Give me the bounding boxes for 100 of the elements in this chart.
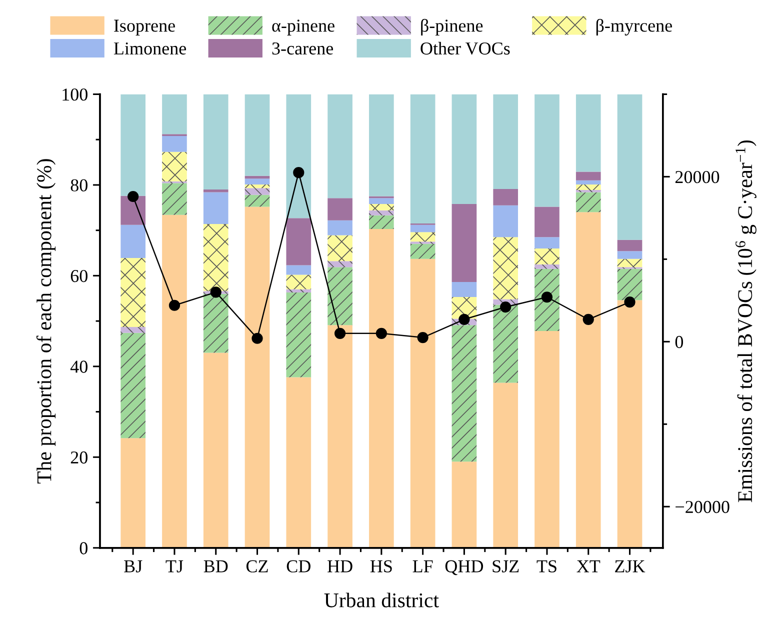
point <box>376 328 387 339</box>
bar <box>286 289 312 292</box>
point <box>541 292 553 303</box>
bar <box>452 204 477 282</box>
bar <box>369 94 394 196</box>
legend-label: 3-carene <box>272 42 333 55</box>
bar <box>617 251 642 259</box>
bar <box>452 297 477 319</box>
legend-label: α-pinene <box>272 20 334 36</box>
point <box>417 332 428 344</box>
point <box>293 167 304 178</box>
bar <box>328 267 352 326</box>
bar <box>452 282 477 298</box>
y-tick-label: 0 <box>80 542 88 554</box>
bar <box>244 94 270 176</box>
bar <box>120 438 146 548</box>
bar <box>162 183 187 215</box>
x-tick-label: HS <box>370 560 392 572</box>
point <box>500 301 512 313</box>
bar <box>369 198 394 204</box>
legend-label: β-pinene <box>421 18 483 36</box>
bar <box>576 94 601 172</box>
bar <box>162 94 187 134</box>
bar <box>493 237 518 300</box>
bar <box>576 212 601 548</box>
point <box>334 328 346 339</box>
y2-axis-title: Emissions of total BVOCs (10$^{6}$ g C·year$^{−1}$) <box>736 140 756 502</box>
bar <box>162 136 187 152</box>
bar <box>410 224 436 232</box>
bar <box>617 268 642 300</box>
point <box>128 190 139 202</box>
bar <box>244 206 270 548</box>
y2-tick-label: 0 <box>675 336 684 348</box>
y2-tick-label: −20000 <box>676 500 730 514</box>
x-tick-label: HD <box>328 560 352 572</box>
y-tick-label: 60 <box>70 270 88 282</box>
x-tick-label: CZ <box>246 560 268 572</box>
y-tick-label: 20 <box>70 451 88 464</box>
bar <box>452 462 477 548</box>
point <box>252 332 263 344</box>
legend-label: Isoprene <box>114 20 175 36</box>
bar <box>328 220 352 236</box>
bar <box>410 94 436 224</box>
y-tick-label: 80 <box>70 179 88 192</box>
y-axis-title: The proportion of each component (%) <box>36 159 56 484</box>
legend-label: β-myrcene <box>596 18 672 36</box>
bar <box>534 237 560 248</box>
y-tick-label: 40 <box>70 360 88 373</box>
bar <box>369 215 394 229</box>
bar <box>534 248 560 264</box>
bar <box>534 206 560 238</box>
bar <box>493 205 518 238</box>
bar <box>120 258 146 327</box>
point <box>624 296 636 308</box>
bar <box>493 94 518 190</box>
x-tick-label: SJZ <box>492 560 519 572</box>
x-tick-label: CD <box>286 560 310 572</box>
bar <box>576 192 601 212</box>
bar <box>534 331 560 548</box>
x-tick-label: TS <box>536 560 556 572</box>
bar <box>617 240 642 252</box>
bar <box>120 94 146 196</box>
bar <box>162 214 187 548</box>
bar <box>120 224 146 258</box>
bar <box>203 189 228 192</box>
x-tick-label: LF <box>412 560 433 572</box>
bar <box>203 94 228 190</box>
bar <box>617 300 642 548</box>
y2-tick-label: 20000 <box>675 170 720 184</box>
bar <box>369 204 394 210</box>
bar <box>493 304 518 383</box>
bar <box>328 325 352 548</box>
bar <box>162 152 187 182</box>
point <box>210 286 222 298</box>
x-tick-label: ZJK <box>615 560 646 572</box>
bar <box>576 184 601 190</box>
x-tick-label: XT <box>576 560 600 572</box>
bar <box>493 189 518 206</box>
bar <box>286 94 312 218</box>
bar <box>493 382 518 548</box>
bar <box>576 180 601 184</box>
bar <box>534 94 560 207</box>
x-tick-label: TJ <box>166 560 184 572</box>
bar <box>534 268 560 332</box>
x-axis-title: Urban district <box>324 592 439 608</box>
bar <box>328 261 352 268</box>
bar <box>286 377 312 548</box>
legend-label: Other VOCs <box>420 42 510 55</box>
bar <box>244 188 270 195</box>
bar <box>203 352 228 548</box>
bar <box>286 274 312 290</box>
bar <box>328 235 352 262</box>
y-tick-label: 100 <box>62 88 88 101</box>
bar <box>286 292 312 378</box>
bar <box>244 194 270 207</box>
bar <box>203 224 228 292</box>
bar <box>452 94 477 204</box>
bar <box>120 326 146 333</box>
bar <box>410 258 436 548</box>
bar <box>576 172 601 180</box>
